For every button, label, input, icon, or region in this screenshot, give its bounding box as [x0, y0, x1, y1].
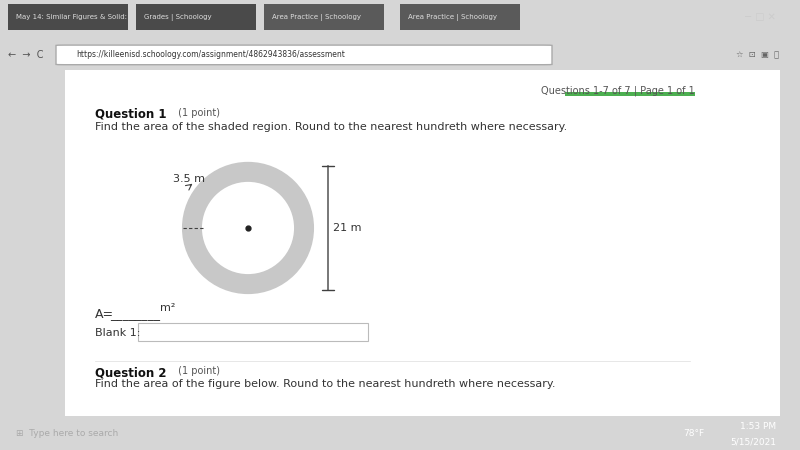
- Text: ________: ________: [110, 308, 160, 321]
- Text: Grades | Schoology: Grades | Schoology: [144, 14, 212, 21]
- Text: ⊞  Type here to search: ⊞ Type here to search: [16, 428, 118, 437]
- Circle shape: [183, 163, 313, 293]
- Text: 21 m: 21 m: [333, 223, 362, 233]
- Text: (1 point): (1 point): [175, 108, 220, 118]
- Text: Find the area of the figure below. Round to the nearest hundreth where necessary: Find the area of the figure below. Round…: [95, 379, 555, 389]
- Text: Questions 1-7 of 7 | Page 1 of 1: Questions 1-7 of 7 | Page 1 of 1: [542, 86, 695, 96]
- Text: − □ ✕: − □ ✕: [744, 12, 776, 22]
- Text: Question 2: Question 2: [95, 366, 166, 379]
- FancyBboxPatch shape: [400, 4, 520, 30]
- Text: (1 point): (1 point): [175, 366, 220, 376]
- Text: A=: A=: [95, 308, 114, 321]
- Text: 3.5 m: 3.5 m: [173, 174, 205, 184]
- FancyBboxPatch shape: [8, 4, 128, 30]
- FancyBboxPatch shape: [138, 323, 368, 341]
- Text: https://killeenisd.schoology.com/assignment/4862943836/assessment: https://killeenisd.schoology.com/assignm…: [76, 50, 345, 59]
- FancyBboxPatch shape: [264, 4, 384, 30]
- Text: ←  →  C: ← → C: [8, 50, 43, 60]
- Circle shape: [203, 183, 293, 273]
- Text: Question 1: Question 1: [95, 108, 166, 121]
- Text: m²: m²: [160, 303, 175, 313]
- FancyBboxPatch shape: [65, 70, 780, 416]
- Text: Find the area of the shaded region. Round to the nearest hundreth where necessar: Find the area of the shaded region. Roun…: [95, 122, 567, 132]
- Text: ☆  ⊡  ▣  👤: ☆ ⊡ ▣ 👤: [736, 50, 779, 59]
- FancyBboxPatch shape: [136, 4, 256, 30]
- Text: Blank 1:: Blank 1:: [95, 328, 140, 338]
- FancyBboxPatch shape: [56, 45, 552, 65]
- Text: May 14: Similar Figures & Solid:: May 14: Similar Figures & Solid:: [16, 14, 127, 20]
- Text: 1:53 PM: 1:53 PM: [740, 422, 776, 431]
- Bar: [565, 92, 695, 96]
- Text: 5/15/2021: 5/15/2021: [730, 437, 776, 446]
- Text: 78°F: 78°F: [683, 428, 704, 437]
- Text: Area Practice | Schoology: Area Practice | Schoology: [408, 14, 497, 21]
- Text: Area Practice | Schoology: Area Practice | Schoology: [272, 14, 361, 21]
